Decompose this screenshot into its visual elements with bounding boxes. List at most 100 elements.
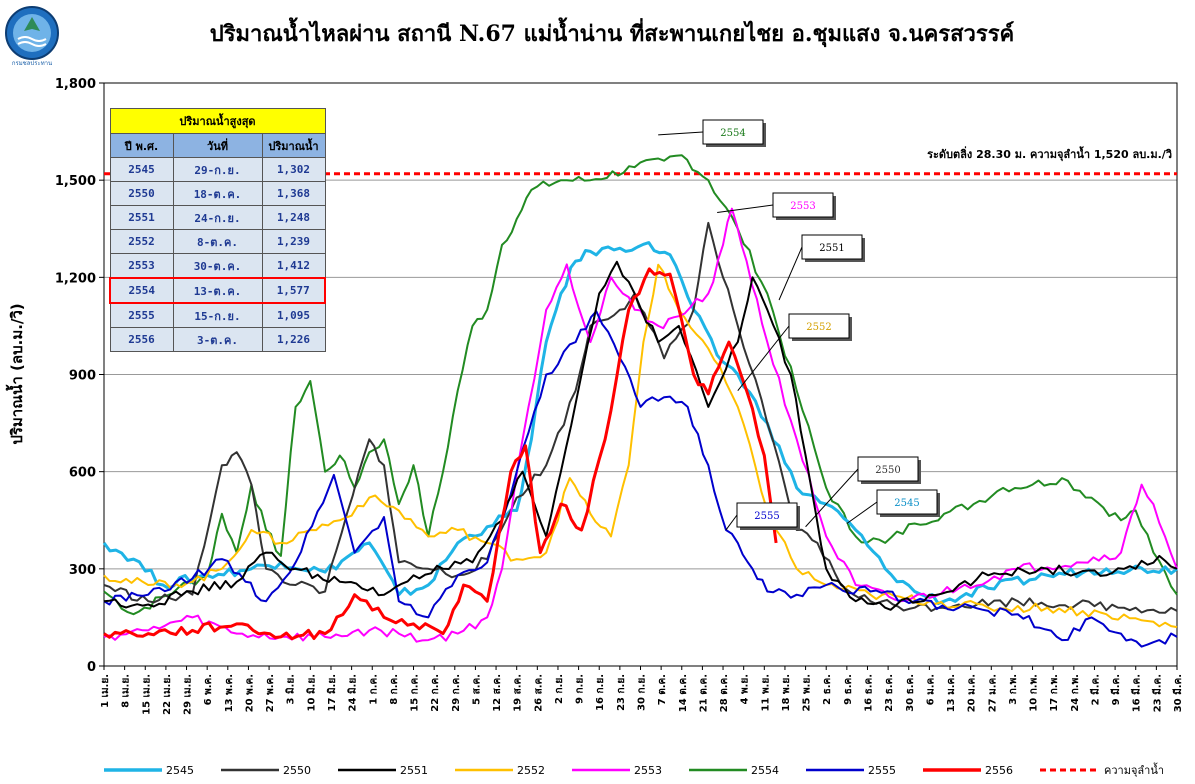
- chart-title: ปริมาณน้ำไหลผ่าน สถานี N.67 แม่น้ำน่าน ท…: [210, 17, 1015, 48]
- peak-table-header-value: ปริมาณน้ำ: [261, 133, 326, 158]
- x-tick-label: 29 ก.ค.: [451, 674, 462, 712]
- x-tick-label: 24 มิ.ย.: [347, 674, 359, 711]
- legend-label-2551: 2551: [400, 764, 428, 777]
- row-value: 1,412: [261, 253, 326, 279]
- x-tick-label: 17 มิ.ย.: [326, 674, 338, 711]
- y-tick-label: 300: [69, 563, 96, 578]
- x-tick-label: 4 พ.ย.: [740, 674, 751, 705]
- x-tick-label: 21 ต.ค.: [698, 674, 709, 712]
- x-tick-label: 30 มี.ค.: [1172, 674, 1184, 712]
- table-row: 2552 8-ต.ค. 1,239: [109, 229, 326, 254]
- x-tick-label: 17 ก.พ.: [1049, 674, 1060, 712]
- logo-text: กรมชลประทาน: [11, 60, 53, 67]
- y-tick-label: 1,800: [55, 77, 96, 92]
- callout-box-2550: [857, 456, 919, 482]
- row-year: 2555: [109, 302, 174, 328]
- legend-label-2545: 2545: [166, 764, 194, 777]
- x-tick-label: 9 ก.ย.: [575, 674, 586, 704]
- x-tick-label: 29 เม.ย.: [183, 674, 194, 715]
- table-row: 2550 18-ต.ค. 1,368: [109, 181, 326, 206]
- table-row-highlighted: 2554 13-ต.ค. 1,577: [109, 277, 326, 304]
- x-tick-label: 13 ม.ค.: [946, 674, 957, 712]
- callout-box-2551: [801, 234, 863, 260]
- capacity-label: ระดับตลิ่ง 28.30 ม. ความจุลำน้ำ 1,520 ลบ…: [927, 146, 1172, 162]
- x-tick-label: 25 พ.ย.: [802, 674, 813, 711]
- row-value: 1,302: [261, 157, 326, 182]
- legend-label-2556: 2556: [985, 764, 1013, 777]
- table-row: 2553 30-ต.ค. 1,412: [109, 253, 326, 279]
- x-tick-label: 20 พ.ค.: [244, 674, 255, 712]
- x-tick-label: 14 ต.ค.: [678, 674, 689, 712]
- series-line-2554: [103, 154, 1178, 616]
- row-date: 8-ต.ค.: [172, 229, 263, 254]
- y-tick-label: 900: [69, 369, 96, 384]
- table-row: 2551 24-ก.ย. 1,248: [109, 205, 326, 230]
- x-tick-label: 11 พ.ย.: [760, 674, 771, 711]
- x-tick-label: 5 ส.ค.: [471, 674, 482, 705]
- x-tick-label: 27 พ.ค.: [265, 674, 276, 712]
- series-line-2556: [103, 267, 778, 641]
- callout-leader-2555: [725, 514, 738, 531]
- peak-table-title: ปริมาณน้ำสูงสุด: [109, 108, 326, 134]
- callout-label-2550: 2550: [875, 465, 900, 476]
- x-tick-label: 2 มี.ค.: [1089, 674, 1101, 705]
- peak-flow-table: ปริมาณน้ำสูงสุด ปี พ.ศ. วันที่ ปริมาณน้ำ…: [109, 108, 326, 352]
- x-tick-label: 23 มี.ค.: [1151, 674, 1163, 712]
- row-year: 2553: [109, 253, 174, 279]
- callout-label-2545: 2545: [894, 498, 919, 509]
- x-tick-label: 15 ก.ค.: [410, 674, 421, 712]
- x-tick-label: 20 ม.ค.: [967, 674, 978, 712]
- x-tick-label: 6 พ.ค.: [203, 674, 214, 705]
- peak-table-header-year: ปี พ.ศ.: [109, 133, 174, 158]
- row-date: 13-ต.ค.: [172, 277, 263, 304]
- row-value: 1,095: [261, 302, 326, 328]
- x-tick-label: 16 ธ.ค.: [863, 674, 874, 712]
- callout-label-2555: 2555: [754, 511, 779, 522]
- x-tick-label: 9 มี.ค.: [1110, 674, 1122, 705]
- legend-label-2552: 2552: [517, 764, 545, 777]
- legend-label-capacity: ความจุลำน้ำ: [1104, 762, 1164, 777]
- row-value: 1,368: [261, 181, 326, 206]
- row-year: 2551: [109, 205, 174, 230]
- row-value: 1,577: [261, 277, 326, 304]
- callouts-group: 2545 2550 2551 2552 2553 2554 2555: [658, 119, 940, 531]
- y-axis-label: ปริมาณน้ำ (ลบ.ม./วิ): [5, 303, 26, 444]
- callout-box-2554: [702, 119, 764, 145]
- callout-box-2555: [736, 502, 798, 528]
- callout-box-2552: [788, 313, 850, 339]
- legend-label-2550: 2550: [283, 764, 311, 777]
- series-line-2552: [103, 263, 1178, 629]
- x-tick-label: 8 ก.ค.: [389, 674, 400, 705]
- x-tick-label: 10 ก.พ.: [1029, 674, 1040, 712]
- row-value: 1,226: [261, 327, 326, 352]
- row-year: 2556: [109, 327, 174, 352]
- row-date: 30-ต.ค.: [172, 253, 263, 279]
- x-tick-label: 16 มี.ค.: [1131, 674, 1143, 712]
- callout-leader-2553: [717, 204, 774, 214]
- callout-box-2553: [772, 192, 834, 218]
- legend-label-2555: 2555: [868, 764, 896, 777]
- x-tick-label: 3 มิ.ย.: [285, 674, 297, 705]
- callout-label-2551: 2551: [819, 243, 844, 254]
- x-tick-label: 7 ต.ค.: [657, 674, 668, 705]
- callout-label-2553: 2553: [790, 201, 815, 212]
- table-row: 2545 29-ก.ย. 1,302: [109, 157, 326, 182]
- legend-label-2554: 2554: [751, 764, 779, 777]
- callout-leader-2550: [805, 468, 859, 528]
- series-group: [102, 154, 1178, 648]
- x-tick-label: 26 ส.ค.: [533, 674, 544, 712]
- x-tick-label: 15 เม.ย.: [141, 674, 152, 715]
- x-tick-label: 22 ก.ค.: [430, 674, 441, 712]
- legend: 2545 2550 2551 2552 2553 2554 2555 2556 ความจุลำ…: [104, 762, 1164, 777]
- y-axis: 0 300 600 900 1,200 1,500 1,800: [55, 77, 104, 675]
- row-date: 29-ก.ย.: [172, 157, 263, 182]
- x-tick-label: 9 ธ.ค.: [843, 674, 854, 705]
- x-tick-label: 10 มิ.ย.: [305, 674, 317, 711]
- callout-leader-2552: [737, 325, 790, 392]
- row-date: 15-ก.ย.: [172, 302, 263, 328]
- callout-label-2552: 2552: [806, 322, 831, 333]
- x-tick-label: 12 ส.ค.: [492, 674, 503, 712]
- table-row: 2555 15-ก.ย. 1,095: [109, 302, 326, 328]
- x-tick-label: 23 ธ.ค.: [884, 674, 895, 712]
